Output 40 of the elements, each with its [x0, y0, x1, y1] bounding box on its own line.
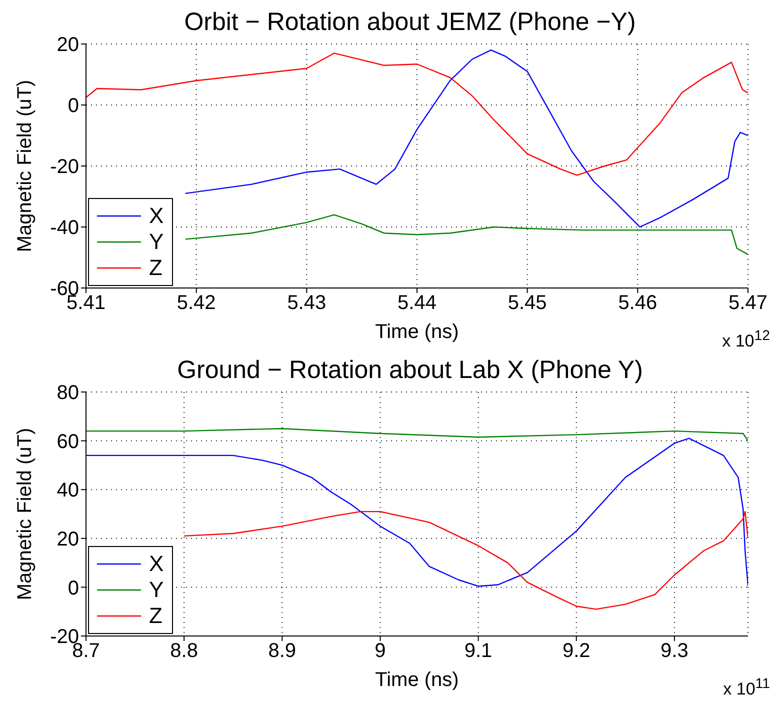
legend-label: X: [149, 551, 164, 577]
y-tick-label: 0: [68, 577, 79, 600]
x-tick-label: 8.9: [268, 640, 296, 662]
x-axis-title: Time (ns): [375, 321, 459, 343]
legend-label: Z: [149, 255, 162, 281]
legend-label: Y: [149, 577, 164, 603]
line-series: [183, 510, 748, 610]
text: x 10$^{11}$: [723, 676, 770, 699]
y-tick-label: 60: [56, 430, 79, 453]
x-tick-label: 5.45: [508, 292, 547, 314]
x-tick-label: 5.42: [176, 292, 216, 314]
x-tick-label: 9: [374, 640, 386, 662]
chart-title: Orbit − Rotation about JEMZ (Phone −Y): [183, 8, 637, 36]
x-tick-label: 5.46: [618, 292, 658, 314]
y-tick-label: 20: [56, 528, 79, 550]
y-tick-label: 0: [68, 95, 79, 118]
x-axis-title: Time (ns): [375, 669, 459, 691]
text: x 10$^{12}$: [722, 328, 770, 351]
legend-label: Z: [149, 603, 162, 629]
line-series: [86, 52, 748, 176]
line-series: [86, 428, 748, 442]
x-tick-label: 5.43: [287, 292, 326, 314]
chart-title: Ground − Rotation about Lab X (Phone Y): [176, 356, 644, 384]
legend-label: Y: [149, 229, 164, 255]
y-tick-label: 40: [56, 480, 79, 502]
y-axis-title: Magnetic Field (uT): [14, 428, 36, 600]
legend-label: X: [149, 203, 164, 229]
x-tick-label: 9.2: [562, 640, 590, 662]
line-series: [184, 214, 748, 256]
y-tick-label: 20: [56, 34, 79, 56]
x-tick-label: 8.8: [170, 640, 198, 662]
y-tick-label: -40: [50, 217, 79, 240]
x-tick-label: 9.1: [464, 640, 492, 662]
line-series: [184, 50, 748, 228]
y-tick-label: 80: [56, 382, 79, 404]
x-tick-label: 5.47: [728, 292, 768, 314]
y-tick-label: -20: [50, 156, 79, 178]
x-tick-label: 5.44: [398, 292, 436, 314]
y-axis-title: Magnetic Field (uT): [14, 80, 36, 252]
x-tick-label: 9.3: [660, 640, 688, 662]
